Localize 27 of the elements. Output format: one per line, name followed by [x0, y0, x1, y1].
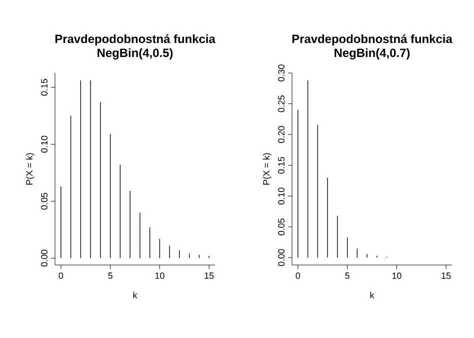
y-tick-label: 0.05: [41, 192, 48, 210]
y-tick-label: 0.00: [278, 249, 284, 266]
x-axis-title: k: [133, 292, 138, 298]
x-tick-label: 15: [442, 272, 451, 279]
y-tick-label: 0.15: [41, 78, 48, 96]
y-tick-label: 0.25: [278, 95, 284, 112]
y-tick-label: 0.15: [278, 156, 284, 174]
y-tick-label: 0.10: [278, 188, 284, 204]
chart-subtitle: NegBin(4,0.7): [334, 48, 410, 60]
x-tick-label: 0: [58, 272, 64, 279]
chart-title: Pravdepodobnostná funkcia: [292, 34, 452, 46]
x-tick-label: 5: [345, 272, 350, 279]
y-tick-label: 0.30: [278, 64, 284, 82]
x-axis-title: k: [370, 292, 374, 298]
x-tick-label: 5: [108, 272, 112, 279]
y-tick-label: 0.05: [278, 218, 284, 236]
y-axis-title: P(X = k): [262, 153, 272, 185]
chart-title: Pravdepodobnostná funkcia: [55, 34, 216, 46]
y-tick-label: 0.20: [278, 126, 284, 143]
x-tick-label: 15: [204, 272, 214, 279]
y-axis-title: P(X = k): [26, 153, 34, 185]
x-tick-label: 0: [296, 272, 300, 279]
y-tick-label: 0.10: [41, 136, 48, 153]
y-tick-label: 0.00: [41, 250, 48, 267]
x-tick-label: 10: [392, 272, 402, 279]
chart-subtitle: NegBin(4,0.5): [98, 48, 173, 60]
x-tick-label: 10: [155, 272, 164, 279]
